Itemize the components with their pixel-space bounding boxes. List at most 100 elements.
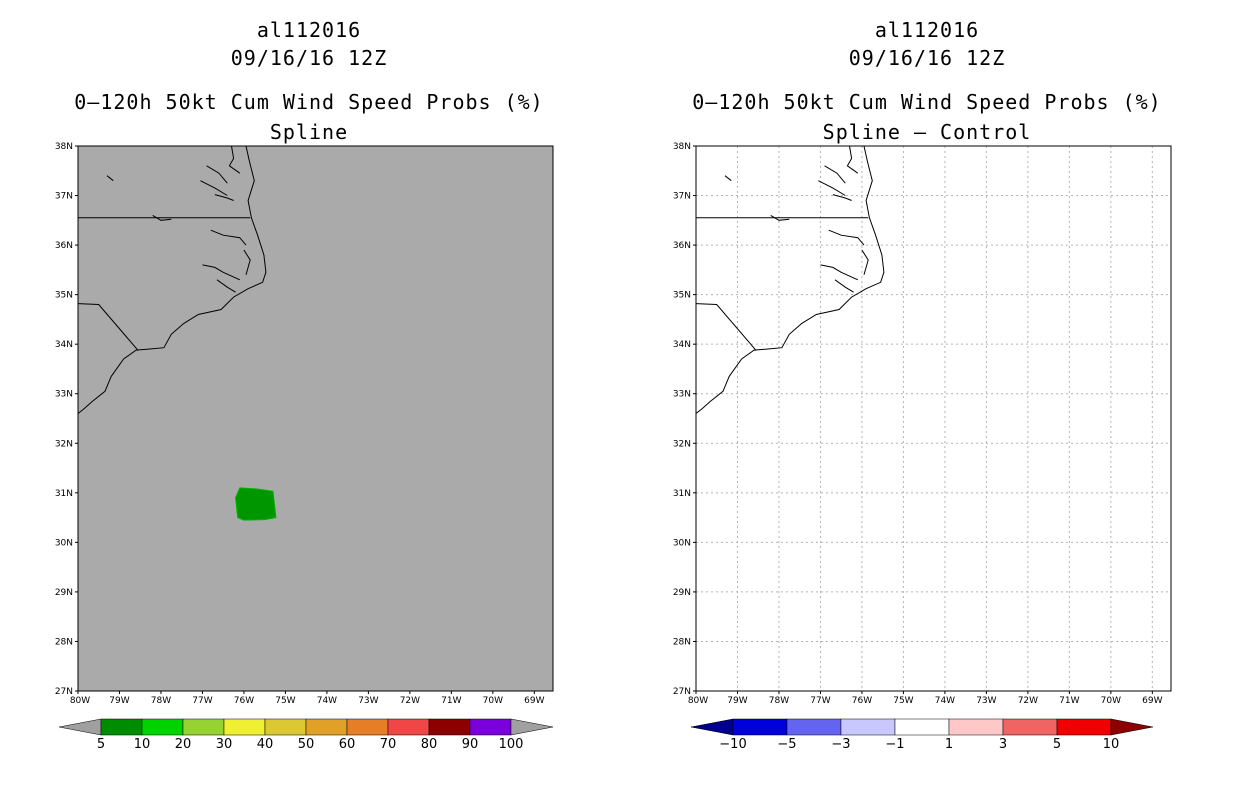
lon-label: 72W xyxy=(1018,696,1038,706)
colorbar-swatch xyxy=(948,718,1004,736)
colorbar-swatch xyxy=(264,718,307,736)
lat-label: 27N xyxy=(55,687,73,697)
lon-label: 80W xyxy=(688,696,708,706)
lon-label: 76W xyxy=(852,696,872,706)
lon-label: 75W xyxy=(893,696,913,706)
lat-label: 28N xyxy=(673,637,691,647)
lat-label: 32N xyxy=(673,439,691,449)
sound-shoreline xyxy=(216,279,236,293)
colorbar-swatch xyxy=(141,718,184,736)
colorbar-swatch xyxy=(346,718,389,736)
lat-label: 29N xyxy=(55,588,73,598)
lon-label: 70W xyxy=(1101,696,1121,706)
sound-shoreline xyxy=(828,229,865,246)
colorbar-label: −5 xyxy=(777,737,796,752)
lon-label: 72W xyxy=(400,696,420,706)
lon-label: 75W xyxy=(275,696,295,706)
product-title: 0–120h 50kt Cum Wind Speed Probs (%) xyxy=(692,90,1162,114)
colorbar-label: 3 xyxy=(999,737,1007,752)
colorbar-swatch xyxy=(894,718,950,736)
lat-label: 33N xyxy=(673,390,691,400)
lon-label: 69W xyxy=(524,696,544,706)
lat-label: 32N xyxy=(55,439,73,449)
colorbar: −10 −5 −3 −1 1 3 5 10 xyxy=(690,718,1154,752)
storm-id-title: al112016 xyxy=(874,18,980,42)
lat-label: 30N xyxy=(55,538,73,548)
colorbar-right-arrow xyxy=(1110,718,1154,736)
lat-label: 33N xyxy=(55,390,73,400)
lon-label: 78W xyxy=(769,696,789,706)
colorbar-swatch xyxy=(1002,718,1058,736)
colorbar-label: 90 xyxy=(462,737,479,752)
lon-label: 71W xyxy=(1059,696,1079,706)
lat-label: 37N xyxy=(673,192,691,202)
method-title: Spline xyxy=(269,120,349,144)
sound-shoreline xyxy=(820,264,859,281)
colorbar-left-arrow xyxy=(690,718,734,736)
colorbar-label: 5 xyxy=(97,737,105,752)
product-title: 0–120h 50kt Cum Wind Speed Probs (%) xyxy=(74,90,544,114)
method-title: Spline – Control xyxy=(822,120,1032,144)
colorbar-label: 60 xyxy=(339,737,356,752)
sound-shoreline xyxy=(210,229,247,246)
lat-label: 35N xyxy=(55,291,73,301)
colorbar-swatch xyxy=(100,718,143,736)
lat-label: 31N xyxy=(673,489,691,499)
colorbar-swatch xyxy=(1056,718,1112,736)
colorbar-label: 1 xyxy=(945,737,953,752)
lon-label: 78W xyxy=(151,696,171,706)
colorbar-label: −1 xyxy=(885,737,904,752)
sound-shoreline xyxy=(106,175,114,182)
atlantic-coastline xyxy=(695,145,885,414)
nc-sc-border xyxy=(695,303,757,351)
lat-label: 38N xyxy=(673,142,691,152)
colorbar-swatch xyxy=(469,718,512,736)
colorbar-swatch xyxy=(428,718,471,736)
chesapeake-shoreline xyxy=(206,165,228,184)
lon-label: 73W xyxy=(976,696,996,706)
lon-label: 77W xyxy=(192,696,212,706)
chesapeake-shoreline xyxy=(832,194,852,201)
colorbar-swatch xyxy=(305,718,348,736)
lat-label: 34N xyxy=(55,340,73,350)
chesapeake-shoreline xyxy=(228,145,241,174)
lon-label: 80W xyxy=(70,696,90,706)
map-frame xyxy=(77,145,554,692)
lon-label: 71W xyxy=(441,696,461,706)
sound-shoreline xyxy=(724,175,732,182)
colorbar-label: −3 xyxy=(831,737,850,752)
lon-label: 74W xyxy=(317,696,337,706)
lon-label: 69W xyxy=(1142,696,1162,706)
sound-shoreline xyxy=(243,249,251,275)
chesapeake-shoreline xyxy=(818,180,846,196)
colorbar-label: −10 xyxy=(719,737,746,752)
colorbar-label: 80 xyxy=(421,737,438,752)
map-background xyxy=(78,146,553,691)
colorbar-swatch xyxy=(786,718,842,736)
colorbar-label: 50 xyxy=(298,737,315,752)
lon-label: 79W xyxy=(109,696,129,706)
colorbar-label: 100 xyxy=(499,737,524,752)
storm-id-title: al112016 xyxy=(256,18,362,42)
lat-label: 27N xyxy=(673,687,691,697)
lat-label: 28N xyxy=(55,637,73,647)
lat-label: 29N xyxy=(673,588,691,598)
datetime-title: 09/16/16 12Z xyxy=(848,46,1006,70)
colorbar-swatch xyxy=(223,718,266,736)
colorbar-swatch xyxy=(840,718,896,736)
sound-shoreline xyxy=(861,249,869,275)
chesapeake-shoreline xyxy=(214,194,234,201)
lat-label: 35N xyxy=(673,291,691,301)
colorbar-label: 30 xyxy=(216,737,233,752)
sound-shoreline xyxy=(834,279,854,293)
right-panel: al112016 09/16/16 12Z 0–120h 50kt Cum Wi… xyxy=(618,0,1236,800)
lat-label: 36N xyxy=(673,241,691,251)
lat-label: 34N xyxy=(673,340,691,350)
colorbar-right-arrow xyxy=(510,718,554,736)
colorbar-swatch xyxy=(732,718,788,736)
lat-label: 37N xyxy=(55,192,73,202)
chesapeake-shoreline xyxy=(846,145,859,174)
colorbar-swatch xyxy=(387,718,430,736)
